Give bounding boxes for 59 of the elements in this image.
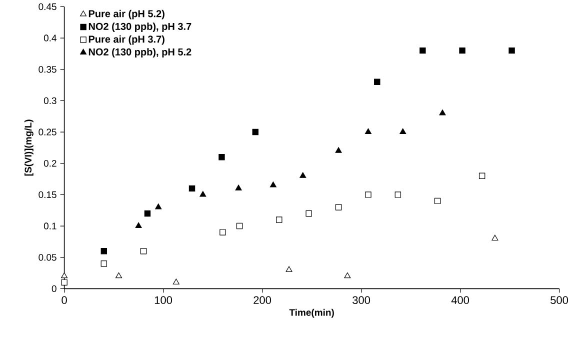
- legend-label: NO2 (130 ppb), pH 5.2: [88, 48, 192, 58]
- point: [300, 172, 306, 178]
- point: [394, 192, 402, 198]
- point: [374, 78, 380, 85]
- y-tick-label: 0.25: [38, 128, 56, 136]
- point: [364, 128, 372, 134]
- point: [276, 216, 282, 223]
- point: [459, 47, 466, 54]
- point: [420, 47, 426, 54]
- x-tick-label: 0: [62, 296, 67, 304]
- point: [61, 272, 68, 278]
- y-tick-label: 0.35: [38, 66, 56, 73]
- y-tick-label: 0.1: [44, 222, 56, 230]
- point: [218, 154, 225, 160]
- x-tick-label: 400: [451, 296, 470, 304]
- point: [155, 204, 162, 210]
- point: [286, 266, 292, 272]
- y-tick-label: 0.4: [44, 34, 56, 42]
- legend-label: Pure air (pH 5.2): [88, 10, 164, 20]
- x-tick-label: 100: [154, 296, 172, 304]
- point: [135, 222, 142, 228]
- point: [235, 184, 242, 190]
- point: [172, 278, 180, 284]
- point: [200, 190, 206, 197]
- point: [344, 272, 351, 278]
- point: [236, 222, 243, 230]
- y-tick-label: 0.2: [44, 160, 56, 167]
- point: [335, 204, 342, 210]
- point: [335, 147, 342, 153]
- y-tick-label: 0.3: [44, 97, 56, 104]
- point: [492, 234, 498, 241]
- y-tick-label: 0.05: [38, 254, 56, 261]
- x-axis-title: Time(min): [289, 308, 334, 318]
- y-tick-label: 0.45: [38, 3, 56, 10]
- point: [116, 272, 122, 278]
- y-tick-label: 0: [52, 285, 56, 292]
- point: [100, 260, 108, 267]
- point: [508, 47, 515, 54]
- point: [188, 185, 196, 192]
- legend-label: Pure air (pH 3.7): [88, 35, 164, 45]
- x-tick-label: 300: [352, 296, 370, 304]
- point: [434, 198, 441, 204]
- point: [220, 229, 226, 236]
- point: [252, 128, 258, 136]
- x-tick-label: 200: [254, 296, 272, 304]
- point: [270, 182, 276, 188]
- y-tick-label: 0.15: [38, 191, 56, 198]
- point: [61, 279, 68, 286]
- point: [439, 110, 446, 116]
- point: [144, 210, 151, 217]
- point: [365, 192, 372, 198]
- point: [100, 248, 108, 254]
- x-tick-label: 500: [550, 296, 568, 304]
- legend-label: NO2 (130 ppb), pH 3.7: [88, 22, 192, 32]
- point: [478, 172, 486, 179]
- point: [306, 210, 312, 217]
- y-axis-title: [S(VI)](mg/L): [24, 120, 34, 176]
- point: [400, 128, 406, 134]
- point: [140, 248, 147, 254]
